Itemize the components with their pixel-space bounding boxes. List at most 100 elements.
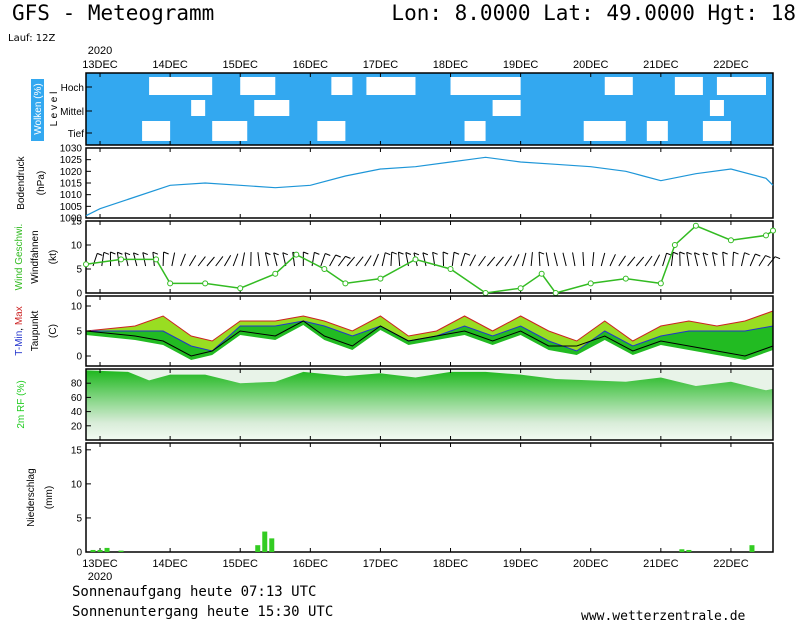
date-label-top: 19DEC bbox=[503, 59, 539, 71]
temperature-tick-label: 5 bbox=[76, 327, 82, 338]
wind-barb bbox=[521, 252, 527, 267]
wind-tick-label: 5 bbox=[76, 265, 82, 276]
wind-barb bbox=[101, 252, 105, 267]
precip-bar bbox=[255, 545, 261, 552]
wind-barb bbox=[618, 255, 626, 267]
pressure-tick-label: 1025 bbox=[60, 155, 83, 166]
temp-min-label: T-Min bbox=[14, 331, 25, 356]
date-label-top: 21DEC bbox=[643, 59, 679, 71]
wind-barb-feather bbox=[103, 251, 110, 255]
chart-title: GFS - Meteogramm bbox=[12, 1, 215, 25]
wind-ylabel2: Windfahnen bbox=[30, 230, 41, 283]
date-label-bottom: 16DEC bbox=[293, 558, 329, 570]
humidity-tick-label: 60 bbox=[71, 393, 83, 404]
pressure-ylabel: Bodendruck bbox=[16, 155, 27, 209]
wind-barb bbox=[206, 256, 215, 267]
wind-speed-point bbox=[237, 285, 244, 292]
wind-speed-point bbox=[412, 256, 419, 263]
wind-barb bbox=[171, 252, 176, 267]
cloud-gap bbox=[212, 121, 248, 141]
wind-speed-point bbox=[692, 222, 699, 229]
precip-bar bbox=[749, 545, 755, 552]
sunrise-text: Sonnenaufgang heute 07:13 UTC bbox=[72, 584, 317, 600]
wind-barb bbox=[292, 252, 296, 267]
date-label-top: 18DEC bbox=[433, 59, 469, 71]
humidity-tick-label: 20 bbox=[71, 421, 83, 432]
wind-barb-feather bbox=[335, 254, 341, 258]
date-label-top: 22DEC bbox=[713, 59, 749, 71]
precip-bar bbox=[104, 547, 110, 552]
wind-barb bbox=[232, 253, 239, 267]
wind-frame bbox=[85, 220, 774, 294]
wind-barb bbox=[241, 252, 246, 267]
cloud-gap bbox=[604, 77, 633, 95]
date-label-top: 14DEC bbox=[152, 59, 188, 71]
wind-barb-feather bbox=[432, 251, 438, 255]
cloud-gap bbox=[709, 100, 724, 116]
wind-barb bbox=[197, 256, 206, 267]
humidity-ylabel: 2m RF (%) bbox=[16, 380, 27, 428]
wind-barb bbox=[264, 252, 269, 267]
wind-barb bbox=[504, 255, 513, 267]
wind-speed-point bbox=[762, 232, 769, 239]
wind-speed-line bbox=[85, 224, 774, 294]
wind-speed-point bbox=[538, 270, 545, 277]
pressure-tick-label: 1015 bbox=[60, 179, 83, 190]
wind-barb bbox=[224, 254, 232, 267]
wind-barb bbox=[486, 256, 496, 267]
pressure-frame bbox=[85, 147, 774, 219]
source-credit: www.wetterzentrale.de bbox=[581, 609, 746, 624]
wind-unit: (kt) bbox=[48, 250, 59, 264]
level-label: Tief bbox=[68, 129, 85, 140]
wind-barb bbox=[582, 252, 585, 267]
precipitation-unit: (mm) bbox=[44, 486, 55, 509]
precipitation-tick-label: 15 bbox=[71, 445, 83, 456]
wind-barb bbox=[670, 252, 674, 267]
wind-barb bbox=[469, 254, 477, 267]
clouds-ylabel2: L e v e l bbox=[49, 92, 60, 127]
precip-bar bbox=[269, 538, 275, 552]
cloud-gap bbox=[142, 121, 171, 141]
cloud-gap bbox=[317, 121, 346, 141]
wind-barb bbox=[180, 253, 186, 267]
wind-barb-feather bbox=[733, 251, 739, 255]
humidity-area bbox=[86, 370, 773, 440]
precip-bar bbox=[262, 531, 268, 552]
wind-barb bbox=[372, 253, 379, 267]
precip-bar bbox=[679, 549, 685, 552]
wind-barb bbox=[627, 256, 636, 267]
wind-barb-feather bbox=[398, 251, 404, 255]
wind-barb bbox=[381, 252, 386, 267]
cloud-gap bbox=[583, 121, 626, 141]
wind-barb bbox=[397, 252, 401, 267]
temp-label-sep: , bbox=[14, 325, 25, 331]
precipitation-tick-label: 0 bbox=[76, 548, 82, 559]
wind-barb-feather bbox=[303, 251, 309, 255]
level-label: Mittel bbox=[60, 107, 84, 118]
cloud-gap bbox=[254, 100, 290, 116]
top-date-axis: 2020 13DEC 14DEC 15DEC 16DEC 17DEC 18DEC 19DEC 2… bbox=[82, 45, 748, 71]
wind-barb-feather bbox=[413, 252, 420, 256]
precip-bar bbox=[97, 549, 103, 552]
humidity-frame bbox=[85, 368, 774, 441]
wind-speed-point bbox=[272, 270, 279, 277]
wind-barb bbox=[346, 256, 356, 267]
level-label: Hoch bbox=[61, 83, 84, 94]
wind-barb bbox=[460, 253, 466, 267]
wind-barb bbox=[635, 256, 645, 267]
date-label-bottom: 20DEC bbox=[573, 558, 609, 570]
dewpoint-line bbox=[85, 320, 774, 357]
model-run-label: Lauf: 12Z bbox=[8, 33, 56, 44]
wind-barb-feather bbox=[686, 251, 692, 255]
temp-max-line bbox=[85, 310, 774, 342]
wind-speed-point bbox=[202, 280, 209, 287]
precipitation-ylabel: Niederschlag bbox=[26, 468, 37, 526]
wind-ylabel: Wind Geschwi. bbox=[14, 224, 25, 291]
temperature-panel: 10 5 0 T-Min, Max Taupunkt (C) bbox=[14, 295, 774, 367]
wind-barb bbox=[712, 252, 716, 267]
cloud-gap bbox=[702, 121, 731, 141]
wind-barb bbox=[644, 255, 653, 267]
